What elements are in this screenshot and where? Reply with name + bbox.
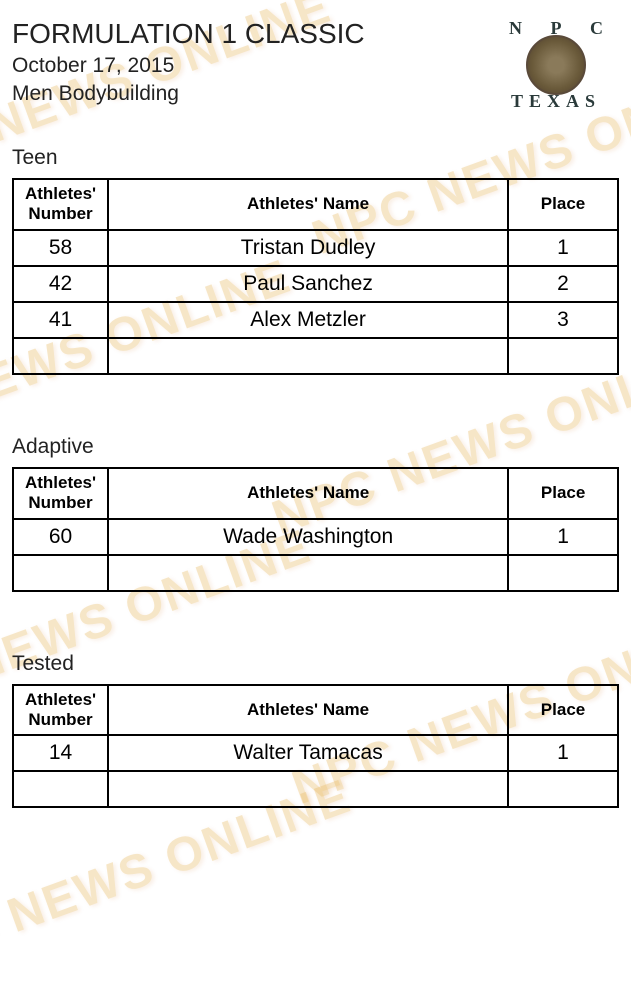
cell-name: Wade Washington bbox=[108, 519, 508, 555]
results-table: Athletes'NumberAthletes' NamePlace60Wade… bbox=[12, 467, 619, 592]
logo-letter: C bbox=[590, 18, 603, 39]
table-row: 58Tristan Dudley1 bbox=[13, 230, 618, 266]
cell-name: Alex Metzler bbox=[108, 302, 508, 338]
cell-number: 14 bbox=[13, 735, 108, 771]
results-table: Athletes'NumberAthletes' NamePlace58Tris… bbox=[12, 178, 619, 375]
cell-number: 42 bbox=[13, 266, 108, 302]
cell-place: 3 bbox=[508, 302, 618, 338]
cell-empty bbox=[108, 771, 508, 807]
cell-place: 1 bbox=[508, 735, 618, 771]
cell-number: 60 bbox=[13, 519, 108, 555]
section-title: Tested bbox=[12, 652, 619, 676]
logo-letter: N bbox=[509, 18, 522, 39]
table-row: 41Alex Metzler3 bbox=[13, 302, 618, 338]
cell-place: 2 bbox=[508, 266, 618, 302]
cell-place: 1 bbox=[508, 519, 618, 555]
col-header-name: Athletes' Name bbox=[108, 179, 508, 230]
cell-empty bbox=[508, 771, 618, 807]
cell-name: Tristan Dudley bbox=[108, 230, 508, 266]
table-row: 60Wade Washington1 bbox=[13, 519, 618, 555]
table-row-empty bbox=[13, 771, 618, 807]
logo-emblem bbox=[526, 35, 586, 95]
col-header-place: Place bbox=[508, 179, 618, 230]
col-header-place: Place bbox=[508, 468, 618, 519]
cell-empty bbox=[13, 771, 108, 807]
col-header-number: Athletes'Number bbox=[13, 685, 108, 736]
cell-name: Walter Tamacas bbox=[108, 735, 508, 771]
cell-name: Paul Sanchez bbox=[108, 266, 508, 302]
table-row: 14Walter Tamacas1 bbox=[13, 735, 618, 771]
col-header-number: Athletes'Number bbox=[13, 179, 108, 230]
cell-empty bbox=[108, 338, 508, 374]
table-row-empty bbox=[13, 555, 618, 591]
cell-number: 58 bbox=[13, 230, 108, 266]
results-table: Athletes'NumberAthletes' NamePlace14Walt… bbox=[12, 684, 619, 809]
section-title: Teen bbox=[12, 146, 619, 170]
section-title: Adaptive bbox=[12, 435, 619, 459]
cell-empty bbox=[108, 555, 508, 591]
cell-place: 1 bbox=[508, 230, 618, 266]
col-header-number: Athletes'Number bbox=[13, 468, 108, 519]
cell-empty bbox=[13, 555, 108, 591]
cell-empty bbox=[13, 338, 108, 374]
cell-empty bbox=[508, 338, 618, 374]
table-row-empty bbox=[13, 338, 618, 374]
col-header-place: Place bbox=[508, 685, 618, 736]
table-row: 42Paul Sanchez2 bbox=[13, 266, 618, 302]
col-header-name: Athletes' Name bbox=[108, 468, 508, 519]
cell-number: 41 bbox=[13, 302, 108, 338]
col-header-name: Athletes' Name bbox=[108, 685, 508, 736]
cell-empty bbox=[508, 555, 618, 591]
npc-texas-logo: N P C TEXAS bbox=[501, 18, 611, 112]
